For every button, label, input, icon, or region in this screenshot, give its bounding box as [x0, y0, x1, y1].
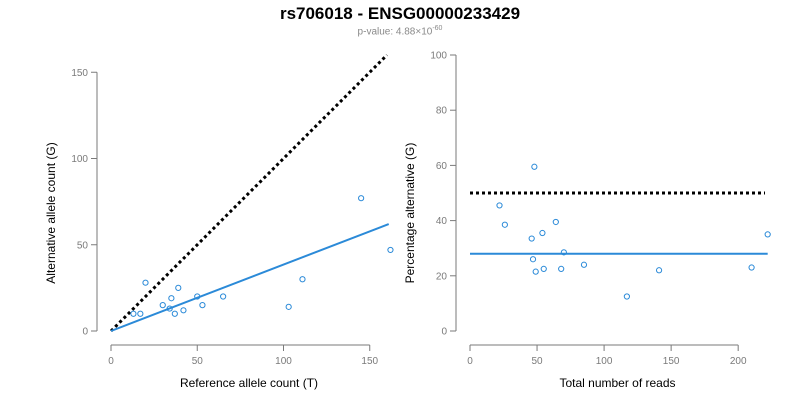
right-data-point	[532, 268, 539, 275]
right-y-tick-label: 20	[436, 271, 448, 282]
right-data-point	[558, 265, 565, 272]
left-x-tick-label: 0	[108, 356, 114, 367]
left-x-tick-label: 150	[361, 356, 378, 367]
left-x-tick-label: 50	[192, 356, 204, 367]
right-x-tick-label: 200	[730, 356, 747, 367]
left-y-axis-title: Alternative allele count (G)	[44, 142, 58, 283]
chart-title: rs706018 - ENSG00000233429	[279, 4, 521, 23]
right-x-tick-label: 50	[531, 356, 543, 367]
right-data-point	[528, 235, 535, 242]
right-y-axis-title: Percentage alternative (G)	[403, 143, 417, 284]
left-data-point	[142, 279, 149, 286]
left-y-tick-label: 150	[71, 68, 88, 79]
left-data-point	[285, 303, 292, 310]
left-data-point	[137, 310, 144, 317]
right-y-tick-label: 60	[436, 161, 448, 172]
right-x-tick-label: 0	[467, 356, 473, 367]
left-data-point	[171, 310, 178, 317]
right-data-point	[531, 163, 538, 170]
right-data-point	[623, 293, 630, 300]
left-data-point	[194, 293, 201, 300]
left-data-point	[299, 276, 306, 283]
left-data-point	[220, 293, 227, 300]
left-y-tick-label: 0	[82, 327, 88, 338]
right-scatter-panel: 0 20 40 60 80 100 0 50 100 150 200 Total number of …	[403, 51, 771, 390]
right-data-point	[580, 261, 588, 268]
left-data-point	[387, 246, 394, 254]
left-fit-line	[110, 223, 390, 332]
left-x-axis-title: Reference allele count (T)	[180, 376, 318, 390]
right-data-point	[529, 256, 537, 263]
right-y-tick-label: 0	[441, 327, 447, 338]
left-data-point	[168, 295, 175, 302]
right-y-tick-label: 80	[436, 106, 448, 117]
right-data-point	[748, 264, 755, 271]
chart-subtitle: p-value: 4.88×10-60	[0, 25, 800, 37]
left-y-tick-label: 100	[71, 154, 88, 165]
right-y-tick-label: 100	[430, 51, 447, 62]
right-data-point	[552, 218, 559, 226]
right-data-point	[560, 249, 567, 256]
right-data-point	[501, 221, 508, 228]
left-data-point	[159, 302, 166, 309]
left-data-point	[175, 284, 182, 291]
left-y-tick-label: 50	[77, 240, 89, 251]
right-y-tick-label: 40	[436, 216, 448, 227]
right-data-point	[540, 265, 547, 272]
right-data-point	[496, 202, 503, 209]
left-data-point	[130, 310, 137, 317]
left-data-point	[199, 302, 206, 309]
p-value-text: p-value: 4.88×10	[357, 26, 433, 38]
right-data-point	[764, 231, 771, 238]
left-reference-line	[109, 53, 389, 333]
left-data-point	[180, 307, 187, 314]
left-scatter-panel: 0 50 100 150 0 50 100 150 Reference allele count…	[44, 53, 394, 390]
right-x-axis-title: Total number of reads	[559, 376, 675, 390]
left-data-point	[166, 305, 173, 312]
right-data-point	[655, 267, 663, 274]
right-data-point	[539, 229, 546, 237]
right-x-tick-label: 150	[663, 356, 680, 367]
right-x-tick-label: 100	[596, 356, 613, 367]
left-data-point	[358, 195, 365, 202]
left-x-tick-label: 100	[275, 356, 292, 367]
p-value-exponent: -60	[432, 25, 443, 32]
